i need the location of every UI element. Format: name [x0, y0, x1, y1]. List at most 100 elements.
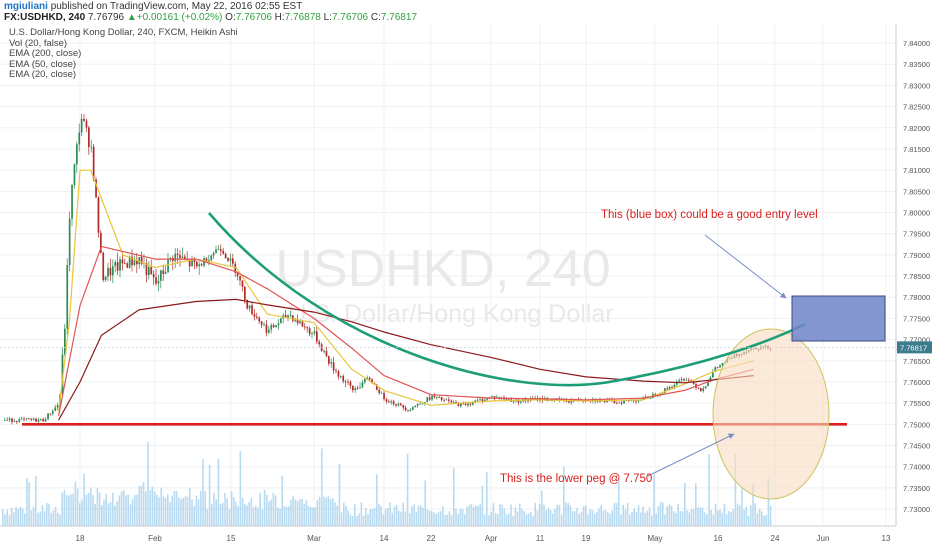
volume-bar — [450, 514, 453, 526]
volume-bar — [664, 514, 666, 526]
x-tick-label: Mar — [307, 534, 321, 543]
volume-bar — [470, 503, 473, 526]
volume-bar — [147, 442, 149, 526]
candle-body — [268, 329, 270, 333]
volume-bar — [2, 509, 4, 526]
candle-body — [68, 218, 71, 266]
volume-bar — [224, 493, 226, 526]
volume-bar — [39, 511, 41, 526]
volume-bar — [197, 499, 200, 526]
candle-body — [620, 402, 623, 404]
volume-bar — [501, 504, 503, 526]
candle-body — [464, 403, 467, 406]
volume-bar — [706, 514, 708, 526]
volume-bar — [81, 499, 83, 526]
volume-bar — [525, 514, 528, 526]
volume-bar — [189, 487, 191, 526]
candle-body — [467, 403, 469, 406]
x-tick-label: 11 — [536, 534, 545, 543]
volume-bar — [167, 494, 169, 526]
candle-body — [136, 260, 138, 265]
volume-bar — [448, 511, 451, 526]
candle-body — [37, 419, 40, 422]
candle-body — [450, 400, 453, 403]
candle-body — [659, 393, 661, 396]
candle-body — [385, 399, 388, 402]
volume-bar — [26, 478, 28, 526]
volume-bar — [184, 496, 187, 526]
y-tick-label: 7.75500 — [903, 399, 930, 408]
volume-bar — [32, 506, 35, 526]
volume-bar — [468, 504, 470, 526]
candle-body — [160, 270, 162, 281]
candle-body — [140, 257, 143, 264]
legend-ema20: EMA (20, close) — [9, 69, 77, 81]
volume-bar — [688, 512, 690, 526]
close-value: 7.76817 — [380, 12, 418, 23]
high-label: H: — [274, 12, 285, 23]
volume-bar — [369, 509, 371, 526]
volume-bar — [574, 511, 576, 526]
volume-bar — [481, 485, 484, 526]
candle-body — [486, 397, 489, 400]
candle-body — [100, 232, 102, 253]
volume-bar — [393, 506, 396, 526]
volume-bar — [479, 503, 481, 526]
candle-body — [440, 397, 443, 400]
author-link[interactable]: mgiuliani — [4, 1, 48, 12]
volume-bar — [281, 475, 283, 526]
candle-body — [347, 381, 349, 383]
volume-bar — [367, 514, 369, 526]
candle-body — [685, 379, 688, 381]
candle-body — [462, 403, 465, 405]
volume-bar — [94, 503, 96, 526]
candle-body — [491, 396, 493, 397]
candle-body — [212, 252, 215, 256]
y-tick-label: 7.77500 — [903, 314, 930, 323]
volume-bar — [409, 513, 411, 526]
x-tick-label: Feb — [148, 534, 162, 543]
volume-bar — [426, 509, 429, 526]
candle-body — [196, 261, 198, 267]
candle-body — [400, 403, 402, 405]
volume-bar — [640, 512, 642, 526]
y-tick-label: 7.79000 — [903, 251, 930, 260]
volume-bar — [582, 506, 585, 526]
candle-body — [330, 362, 333, 364]
volume-bar — [488, 515, 490, 526]
candle-body — [246, 299, 249, 309]
candle-body — [332, 362, 335, 371]
candle-body — [13, 421, 16, 422]
candle-body — [263, 324, 265, 326]
candle-body — [275, 325, 277, 328]
candle-body — [616, 403, 618, 405]
volume-bar — [158, 497, 160, 526]
candle-body — [25, 418, 28, 420]
candle-body — [224, 253, 227, 259]
volume-bar — [24, 513, 26, 526]
volume-bar — [624, 509, 627, 526]
volume-bar — [305, 500, 308, 526]
candle-body — [205, 258, 208, 263]
volume-bar — [602, 510, 605, 526]
volume-bar — [131, 499, 134, 526]
candle-body — [671, 386, 673, 388]
candle-body — [126, 263, 129, 268]
x-tick-label: 14 — [380, 534, 389, 543]
volume-bar — [246, 505, 248, 526]
entry-arrow — [704, 234, 787, 299]
high-value: 7.76878 — [284, 12, 321, 23]
chart-legend: U.S. Dollar/Hong Kong Dollar, 240, FXCM,… — [9, 27, 238, 81]
volume-bar — [257, 507, 259, 526]
candle-body — [256, 316, 258, 318]
y-tick-label: 7.79500 — [903, 230, 930, 239]
y-tick-label: 7.81500 — [903, 145, 930, 154]
volume-bar — [162, 496, 165, 526]
volume-bar — [371, 509, 374, 526]
volume-bar — [332, 498, 334, 526]
volume-bar — [607, 512, 609, 526]
candle-body — [16, 421, 18, 422]
publish-info: mgiuliani published on TradingView.com, … — [4, 1, 302, 12]
volume-bar — [545, 510, 547, 526]
